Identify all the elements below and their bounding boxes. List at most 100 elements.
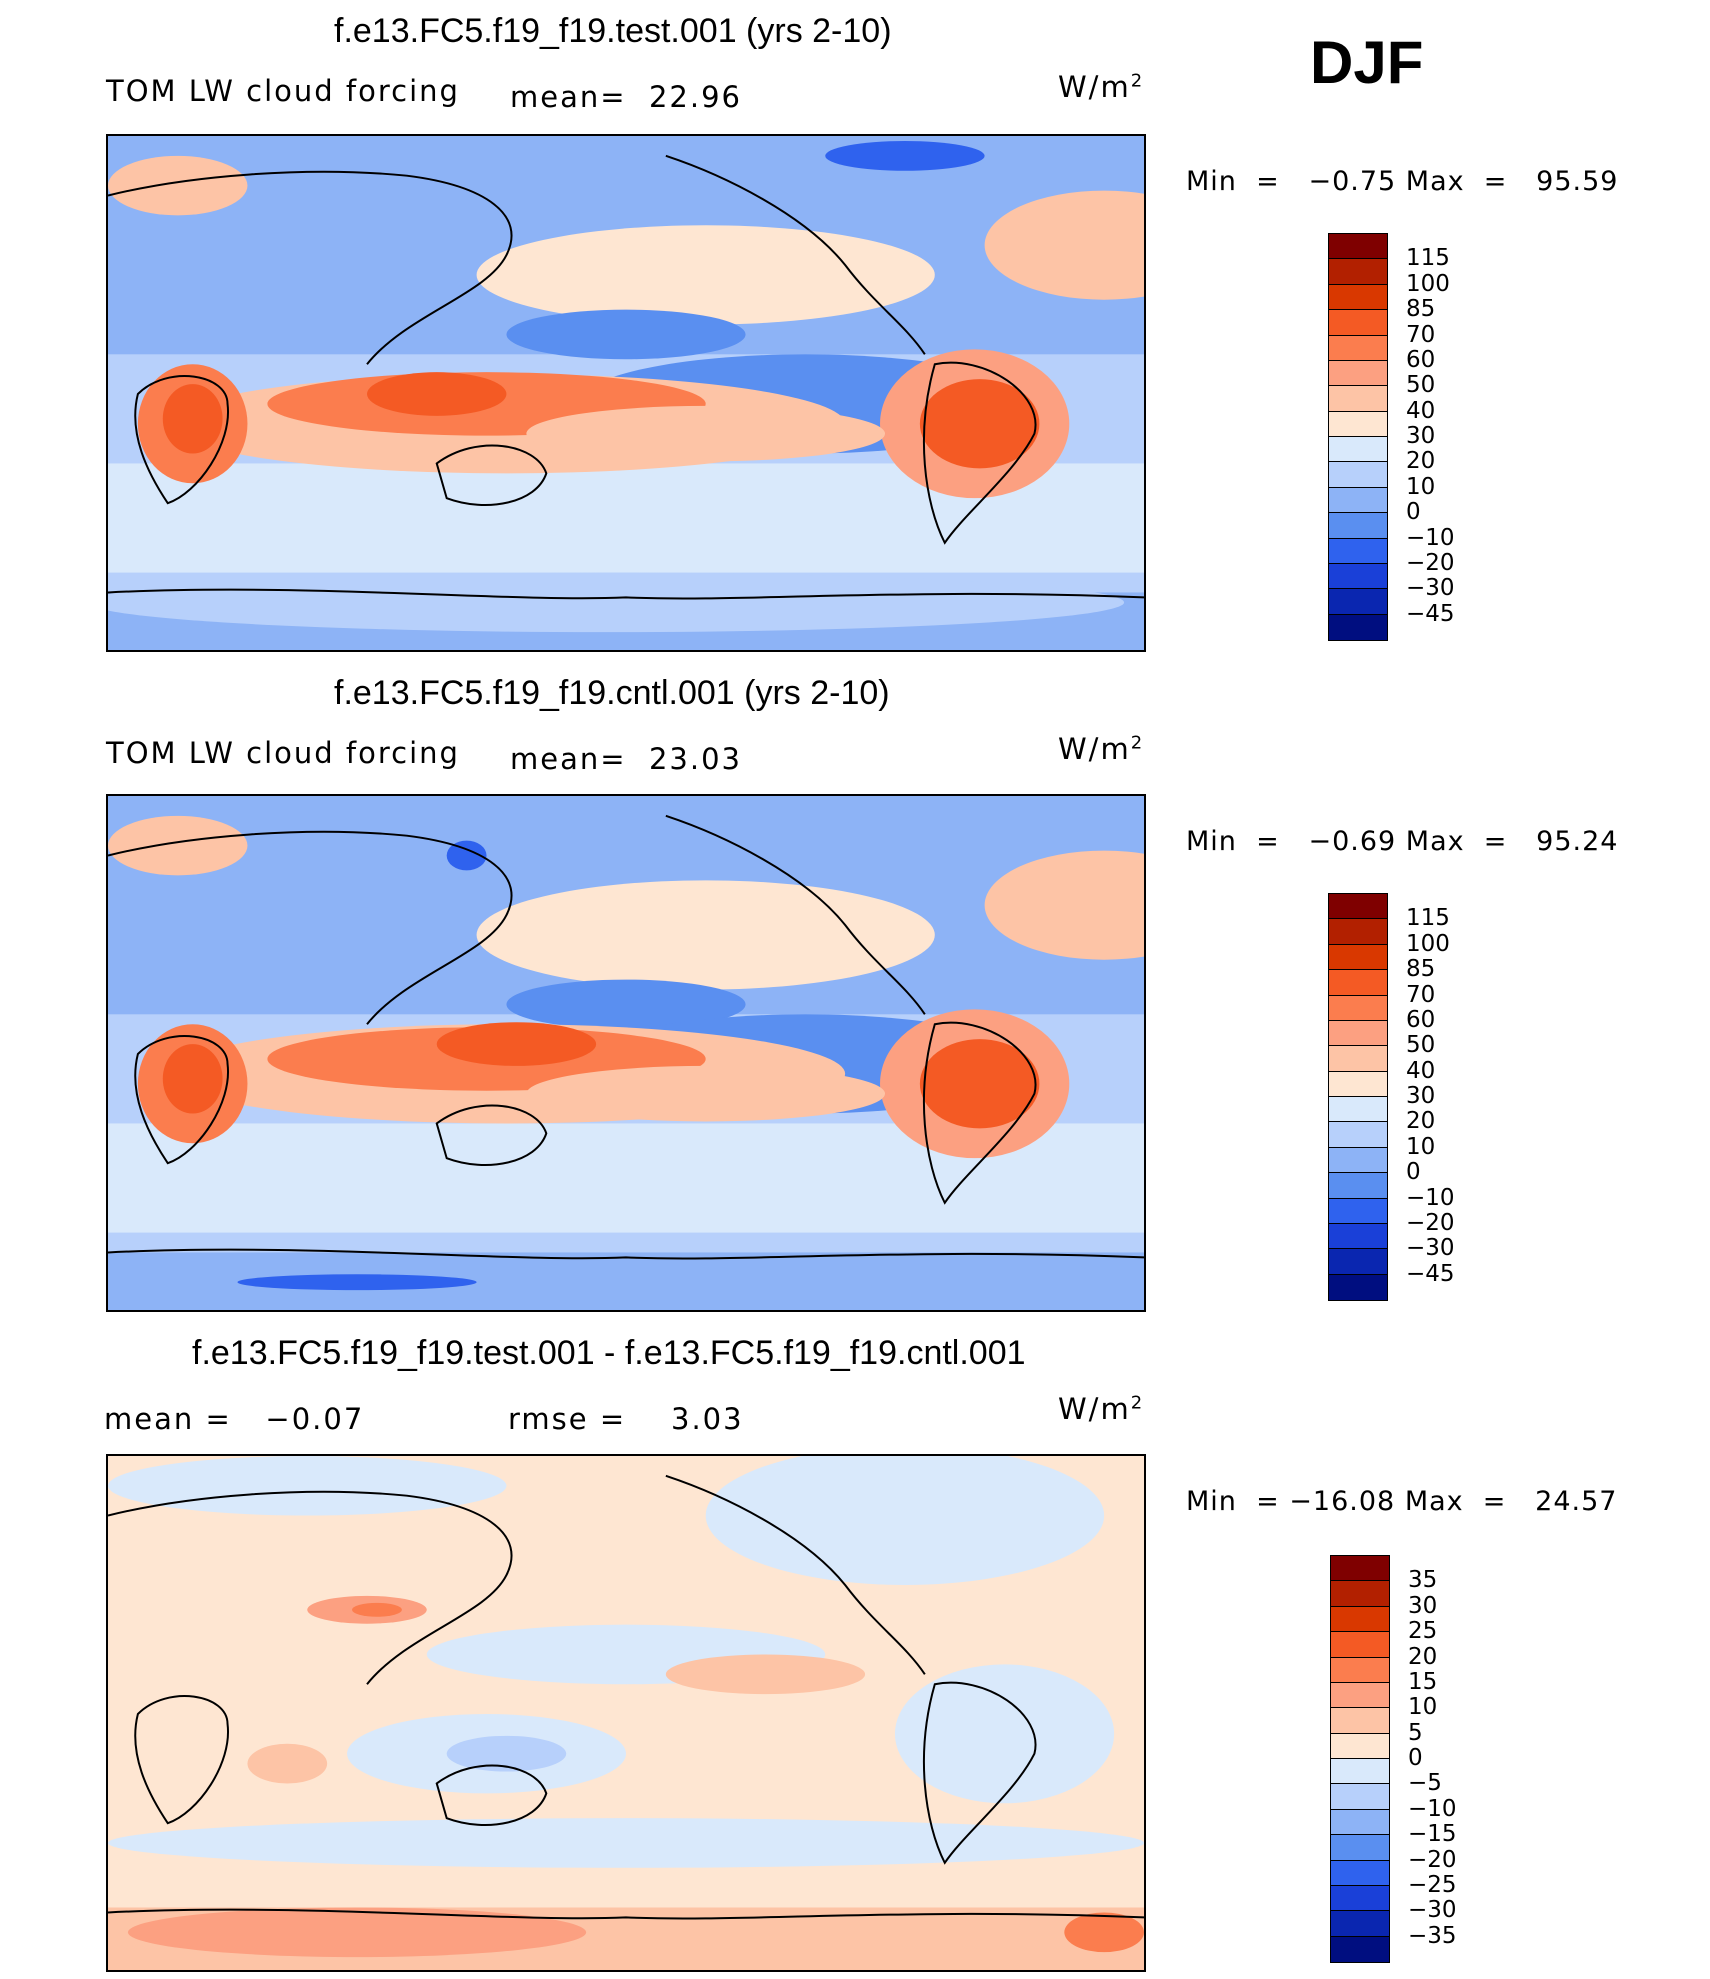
colorbar-tick-label: −30 xyxy=(1406,575,1455,602)
colorbar-tick-label: 115 xyxy=(1406,905,1450,932)
panel3-mean: mean = −0.07 xyxy=(104,1402,364,1436)
panel2-units-base: W/m xyxy=(1058,732,1131,766)
panel1-units: W/m2 xyxy=(1058,70,1144,104)
colorbar-tick-label: −10 xyxy=(1408,1795,1457,1822)
colorbar-swatch xyxy=(1331,1708,1389,1734)
colorbar-swatch xyxy=(1329,1097,1387,1123)
panel2-mean-value: 23.03 xyxy=(648,742,743,776)
panel2-minmax: Min = −0.69 Max = 95.24 xyxy=(1186,826,1618,857)
colorbar-tick-label: 50 xyxy=(1406,1032,1436,1059)
colorbar-swatch xyxy=(1329,386,1387,412)
colorbar-tick-label: 10 xyxy=(1406,473,1436,500)
colorbar-swatch xyxy=(1329,1147,1387,1174)
panel2-mean: mean= 23.03 xyxy=(510,742,742,776)
colorbar-tick-label: 50 xyxy=(1406,372,1436,399)
panel3-units-base: W/m xyxy=(1058,1392,1131,1426)
panel3-rmse: rmse = 3.03 xyxy=(508,1402,744,1436)
colorbar-swatch xyxy=(1331,1936,1389,1962)
colorbar-swatch xyxy=(1329,589,1387,615)
panel1-min-value: −0.75 xyxy=(1308,166,1397,197)
panel2-colorbar xyxy=(1328,893,1388,1301)
colorbar-swatch xyxy=(1329,513,1387,539)
panel1-colorbar-labels: 115 100 85 70 60 50 40 30 20 10 0 −10 −20 −30 −45 xyxy=(1406,233,1486,641)
colorbar-tick-label: −10 xyxy=(1406,524,1455,551)
panel2-map xyxy=(106,794,1146,1312)
colorbar-tick-label: 25 xyxy=(1408,1618,1438,1645)
colorbar-tick-label: −15 xyxy=(1408,1821,1457,1848)
panel1-variable: TOM LW cloud forcing xyxy=(106,74,460,108)
colorbar-tick-label: 30 xyxy=(1406,1083,1436,1109)
colorbar-swatch xyxy=(1329,1071,1387,1097)
panel3-min-label: Min = xyxy=(1186,1486,1280,1517)
colorbar-tick-label: −25 xyxy=(1408,1871,1457,1898)
colorbar-tick-label: 20 xyxy=(1406,448,1436,475)
colorbar-swatch xyxy=(1329,1173,1387,1199)
colorbar-swatch xyxy=(1329,462,1387,488)
colorbar-tick-label: 0 xyxy=(1408,1745,1423,1771)
panel1-max-label: Max = xyxy=(1405,166,1508,197)
panel2-max-label: Max = xyxy=(1405,826,1508,857)
colorbar-swatch xyxy=(1331,1682,1389,1709)
panel1-units-exp: 2 xyxy=(1130,70,1145,92)
panel3-units: W/m2 xyxy=(1058,1392,1144,1426)
colorbar-tick-label: 100 xyxy=(1406,930,1450,957)
panel3-colorbar-labels: 35 30 25 20 15 10 5 0 −5 −10 −15 −20 −25 −30 −35 xyxy=(1408,1555,1488,1963)
colorbar-tick-label: −20 xyxy=(1406,549,1455,576)
colorbar-swatch xyxy=(1329,335,1387,361)
panel1-units-base: W/m xyxy=(1058,70,1131,104)
colorbar-tick-label: −20 xyxy=(1406,1209,1455,1236)
colorbar-tick-label: 85 xyxy=(1406,956,1436,983)
panel3-mean-label: mean = xyxy=(104,1402,232,1436)
colorbar-swatch xyxy=(1331,1911,1389,1937)
colorbar-tick-label: 0 xyxy=(1406,499,1421,526)
panel2-mean-label: mean= xyxy=(510,742,627,776)
panel3-max-value: 24.57 xyxy=(1535,1486,1618,1517)
colorbar-swatch xyxy=(1331,1657,1389,1683)
colorbar-swatch xyxy=(1329,234,1387,260)
colorbar-tick-label: 10 xyxy=(1408,1694,1438,1721)
panel1-minmax: Min = −0.75 Max = 95.59 xyxy=(1186,166,1618,197)
colorbar-tick-label: 60 xyxy=(1406,1006,1436,1033)
colorbar-tick-label: −30 xyxy=(1406,1235,1455,1262)
colorbar-swatch xyxy=(1329,411,1387,437)
colorbar-tick-label: 40 xyxy=(1406,397,1436,424)
colorbar-swatch xyxy=(1329,487,1387,514)
colorbar-swatch xyxy=(1329,310,1387,336)
panel2-title: f.e13.FC5.f19_f19.cntl.001 (yrs 2-10) xyxy=(334,674,890,712)
colorbar-tick-label: 35 xyxy=(1408,1567,1438,1594)
colorbar-tick-label: −5 xyxy=(1408,1770,1442,1797)
panel3-minmax: Min = −16.08 Max = 24.57 xyxy=(1186,1486,1617,1517)
colorbar-tick-label: 5 xyxy=(1408,1719,1423,1746)
colorbar-swatch xyxy=(1329,1046,1387,1072)
colorbar-tick-label: 20 xyxy=(1408,1643,1438,1670)
panel2-min-label: Min = xyxy=(1186,826,1280,857)
panel1-max-value: 95.59 xyxy=(1536,166,1619,197)
colorbar-swatch xyxy=(1331,1885,1389,1912)
colorbar-swatch xyxy=(1331,1809,1389,1836)
colorbar-tick-label: 70 xyxy=(1406,321,1436,348)
colorbar-swatch xyxy=(1331,1835,1389,1861)
colorbar-tick-label: 20 xyxy=(1406,1108,1436,1135)
colorbar-swatch xyxy=(1329,1198,1387,1224)
colorbar-tick-label: 30 xyxy=(1408,1592,1438,1619)
colorbar-swatch xyxy=(1329,1223,1387,1250)
colorbar-tick-label: 85 xyxy=(1406,296,1436,323)
colorbar-swatch xyxy=(1331,1581,1389,1607)
panel3-units-exp: 2 xyxy=(1130,1392,1145,1414)
colorbar-tick-label: −45 xyxy=(1406,600,1455,627)
colorbar-swatch xyxy=(1331,1606,1389,1633)
panel3-colorbar xyxy=(1330,1555,1390,1963)
panel3-title: f.e13.FC5.f19_f19.test.001 - f.e13.FC5.f… xyxy=(192,1334,1026,1372)
panel2-max-value: 95.24 xyxy=(1536,826,1619,857)
colorbar-swatch xyxy=(1329,538,1387,564)
panel1-colorbar xyxy=(1328,233,1388,641)
panel2-variable: TOM LW cloud forcing xyxy=(106,736,460,770)
panel3-mean-value: −0.07 xyxy=(265,1402,365,1436)
colorbar-swatch xyxy=(1331,1556,1389,1582)
panel1-mean-value: 22.96 xyxy=(648,80,743,114)
colorbar-swatch xyxy=(1329,995,1387,1021)
colorbar-swatch xyxy=(1331,1759,1389,1785)
colorbar-tick-label: 100 xyxy=(1406,270,1450,297)
colorbar-tick-label: −35 xyxy=(1408,1922,1457,1949)
panel1-mean-label: mean= xyxy=(510,80,627,114)
